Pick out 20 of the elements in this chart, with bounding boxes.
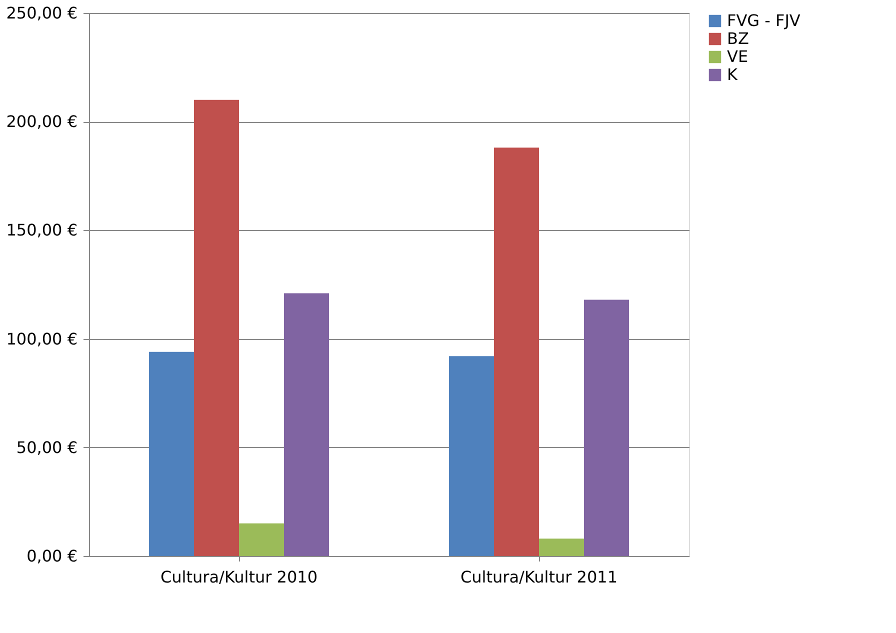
y-tick-label: 150,00 €: [6, 220, 78, 240]
y-tick-label: 100,00 €: [6, 329, 78, 348]
y-tick-label: 200,00 €: [6, 112, 78, 132]
bar: [449, 356, 494, 556]
bar: [539, 538, 584, 556]
legend-label: K: [727, 65, 738, 84]
legend-label: FVG - FJV: [727, 11, 800, 30]
y-tick-label: 250,00 €: [6, 4, 78, 22]
bar: [584, 300, 629, 556]
bar: [284, 293, 329, 556]
bar: [149, 352, 194, 556]
y-tick-label: 50,00 €: [16, 438, 78, 457]
bar: [239, 523, 284, 556]
bar: [194, 100, 239, 556]
y-tick-label: 0,00 €: [26, 546, 78, 566]
bar: [494, 148, 539, 556]
legend-label: VE: [727, 47, 748, 66]
x-tick-label: Cultura/Kultur 2010: [160, 568, 318, 586]
legend-label: BZ: [727, 29, 749, 48]
x-tick-label: Cultura/Kultur 2011: [460, 568, 618, 586]
